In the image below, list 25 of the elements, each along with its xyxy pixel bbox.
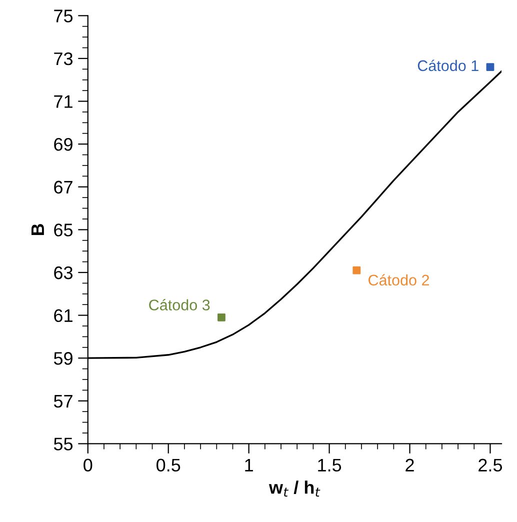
y-axis-title: B bbox=[32, 224, 44, 235]
y-tick-label: 75 bbox=[54, 10, 73, 22]
series-label: Cátodo 3 bbox=[149, 299, 210, 310]
point bbox=[486, 63, 494, 71]
x-tick-label: 1.5 bbox=[318, 458, 342, 472]
x-tick-label: 0.5 bbox=[156, 458, 180, 472]
y-tick-label: 71 bbox=[54, 95, 72, 108]
y-tick-label: 55 bbox=[54, 438, 73, 450]
y-tick-label: 61 bbox=[54, 309, 72, 322]
y-tick-label: 73 bbox=[54, 52, 73, 66]
x-tick-label: 1 bbox=[245, 458, 253, 472]
point bbox=[352, 266, 361, 274]
y-tick-label: 63 bbox=[54, 266, 73, 280]
x-tick-label: 0 bbox=[84, 458, 92, 472]
point bbox=[218, 313, 226, 322]
y-tick-label: 57 bbox=[54, 395, 72, 408]
y-tick-label: 65 bbox=[54, 224, 73, 236]
series-label: Cátodo 2 bbox=[368, 274, 429, 286]
y-tick-label: 69 bbox=[54, 138, 72, 151]
y-tick-label: 59 bbox=[54, 352, 72, 365]
x-axis-title: w$_{t}$ / h$_{t}$ bbox=[268, 480, 320, 497]
x-tick-label: 2 bbox=[406, 458, 414, 472]
y-tick-label: 67 bbox=[54, 180, 72, 194]
x-tick-label: 2.5 bbox=[478, 458, 502, 472]
series-label: Cátodo 1 bbox=[418, 60, 478, 72]
